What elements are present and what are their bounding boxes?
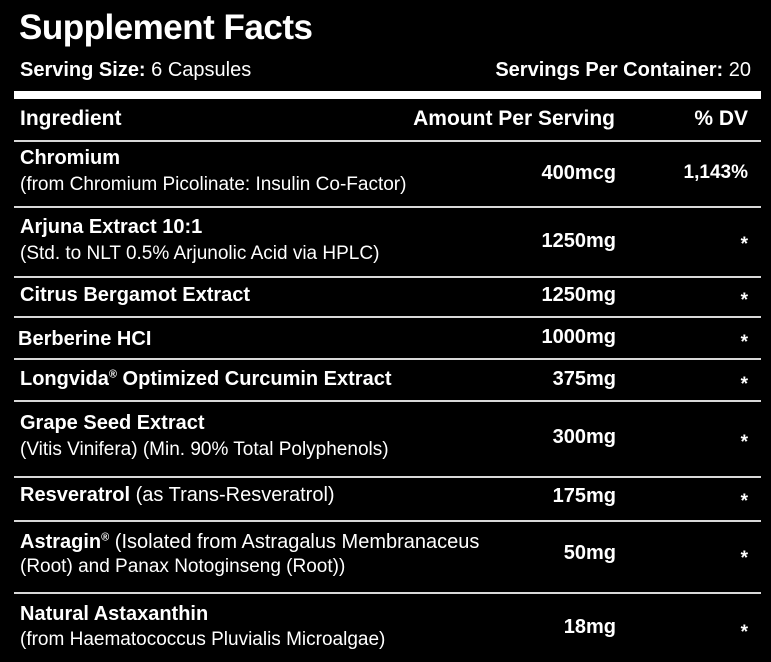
ingredient-dv: * [740, 374, 748, 395]
ingredient-amount: 300mg [552, 426, 616, 448]
ingredient-dv: * [740, 290, 748, 311]
panel-title: Supplement Facts [19, 8, 313, 47]
ingredient-detail: (from Chromium Picolinate: Insulin Co-Fa… [20, 174, 407, 195]
ingredient-name: Arjuna Extract 10:1 [20, 216, 203, 238]
divider [14, 592, 761, 594]
ingredient-name: Natural Astaxanthin [20, 603, 209, 625]
ingredient-amount: 375mg [552, 368, 616, 390]
ingredient-row: Natural Astaxanthin (from Haematococcus … [14, 594, 761, 662]
ingredient-detail: (Std. to NLT 0.5% Arjunolic Acid via HPL… [20, 243, 380, 264]
registered-mark: ® [108, 368, 117, 381]
divider [14, 520, 761, 522]
ingredient-row: Longvida® Optimized Curcumin Extract 375… [14, 360, 761, 400]
ingredient-name: Grape Seed Extract [20, 412, 205, 434]
ingredient-row: Astragin® (Isolated from Astragalus Memb… [14, 522, 761, 592]
ingredient-name: Resveratrol (as Trans-Resveratrol) [20, 484, 335, 506]
divider [14, 140, 761, 142]
amount-header: Amount Per Serving [413, 107, 615, 130]
ingredient-row: Berberine HCI 1000mg * [14, 318, 761, 358]
divider [14, 476, 761, 478]
ingredient-dv: * [740, 548, 748, 569]
ingredient-dv: * [740, 234, 748, 255]
table-header: Ingredient Amount Per Serving % DV [14, 100, 761, 140]
ingredient-name: Berberine HCI [18, 328, 152, 350]
ingredient-dv: * [740, 332, 748, 353]
ingredient-amount: 1250mg [541, 230, 617, 252]
ingredient-row: Arjuna Extract 10:1 (Std. to NLT 0.5% Ar… [14, 208, 761, 276]
divider [14, 206, 761, 208]
dv-header: % DV [694, 107, 748, 130]
ingredient-row: Citrus Bergamot Extract 1250mg * [14, 278, 761, 316]
header-rule [14, 91, 761, 99]
ingredient-amount: 175mg [552, 485, 616, 507]
ingredient-detail: (from Haematococcus Pluvialis Microalgae… [20, 629, 386, 650]
ingredient-amount: 1250mg [541, 284, 617, 306]
ingredient-row: Grape Seed Extract (Vitis Vinifera) (Min… [14, 402, 761, 476]
ingredient-amount: 1000mg [541, 326, 617, 348]
ingredient-detail: (Root) and Panax Notoginseng (Root)) [20, 556, 346, 577]
ingredient-amount: 400mcg [541, 162, 617, 184]
ingredient-name: Astragin® (Isolated from Astragalus Memb… [20, 531, 480, 553]
divider [14, 276, 761, 278]
ingredient-detail: (Vitis Vinifera) (Min. 90% Total Polyphe… [20, 439, 389, 460]
ingredient-name: Longvida® Optimized Curcumin Extract [20, 368, 392, 390]
divider [14, 358, 761, 360]
ingredient-name: Chromium [20, 147, 120, 169]
ingredient-dv: 1,143% [683, 162, 748, 183]
divider [14, 316, 761, 318]
ingredient-row: Resveratrol (as Trans-Resveratrol) 175mg… [14, 478, 761, 520]
ingredient-amount: 18mg [563, 616, 616, 638]
registered-mark: ® [101, 531, 110, 544]
ingredient-name: Citrus Bergamot Extract [20, 284, 251, 306]
ingredient-header: Ingredient [20, 107, 122, 130]
ingredient-dv: * [740, 622, 748, 643]
ingredient-row: Chromium (from Chromium Picolinate: Insu… [14, 142, 761, 206]
ingredient-dv: * [740, 432, 748, 453]
divider [14, 400, 761, 402]
ingredient-dv: * [740, 491, 748, 512]
ingredient-amount: 50mg [563, 542, 616, 564]
servings-per-container: Servings Per Container: 20 [495, 58, 751, 81]
serving-size: Serving Size: 6 Capsules [20, 58, 252, 81]
serving-info: Serving Size: 6 Capsules Servings Per Co… [20, 56, 751, 84]
